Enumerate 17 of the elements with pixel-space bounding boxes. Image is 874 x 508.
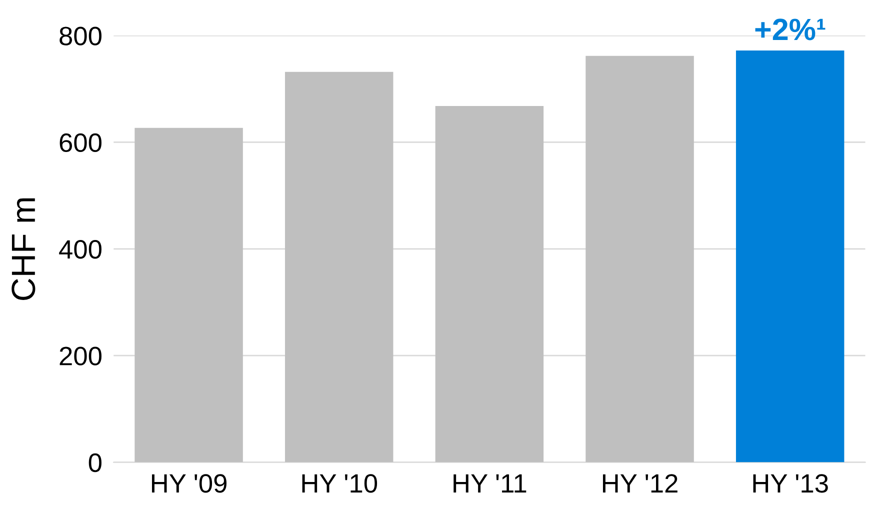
y-tick-label: 600 bbox=[60, 133, 102, 152]
x-tick-label: HY '11 bbox=[454, 474, 526, 493]
x-tick-label: HY '09 bbox=[152, 474, 226, 493]
annotation: +2%¹ bbox=[755, 18, 826, 40]
y-tick-label: 0 bbox=[88, 453, 102, 472]
x-tick-label: HY '10 bbox=[302, 474, 378, 493]
bar bbox=[134, 128, 243, 462]
y-tick-label: 200 bbox=[60, 346, 102, 366]
y-tick-label: 400 bbox=[59, 240, 102, 259]
bar bbox=[435, 106, 544, 462]
bar bbox=[586, 56, 694, 462]
bar bbox=[284, 72, 394, 462]
y-tick-label: 800 bbox=[60, 26, 102, 46]
bar bbox=[736, 50, 844, 462]
x-tick-label: HY '13 bbox=[753, 474, 828, 493]
x-tick-label: HY '12 bbox=[602, 474, 678, 493]
y-axis-title: CHF m bbox=[12, 198, 36, 300]
